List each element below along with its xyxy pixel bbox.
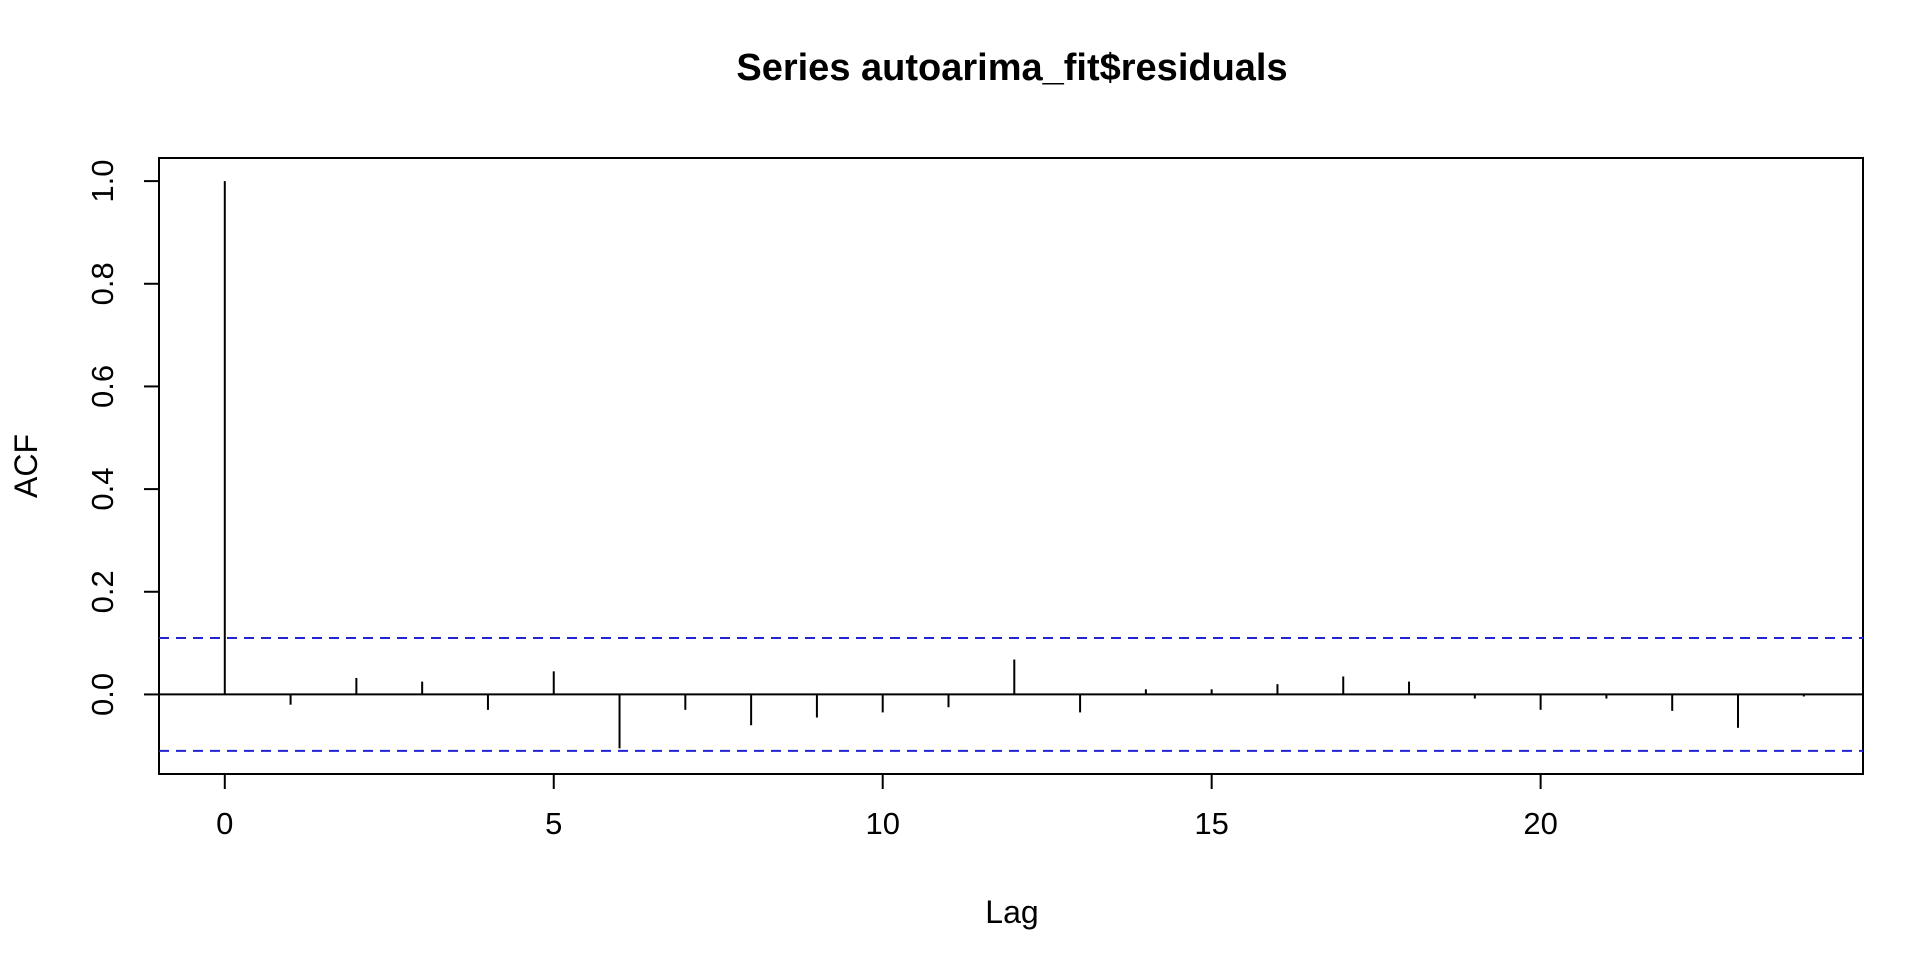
x-axis-label: Lag	[985, 894, 1038, 930]
x-tick-label: 0	[216, 806, 233, 841]
chart-title: Series autoarima_fit$residuals	[736, 47, 1287, 89]
y-tick-label: 1.0	[85, 160, 120, 203]
y-tick-label: 0.2	[85, 570, 120, 613]
confidence-lines	[159, 636, 1863, 752]
x-tick-label: 5	[545, 806, 562, 841]
x-tick-label: 15	[1194, 806, 1228, 841]
y-axis-label: ACF	[8, 434, 44, 498]
x-tick-label: 10	[865, 806, 899, 841]
y-tick-label: 0.0	[85, 673, 120, 716]
x-axis: 0 5 10 15 20	[216, 773, 1558, 841]
x-tick-label: 20	[1523, 806, 1557, 841]
plot-frame	[158, 157, 1864, 775]
y-axis: 0.0 0.2 0.4 0.6 0.8 1.0	[85, 160, 160, 716]
y-tick-label: 0.8	[85, 262, 120, 305]
acf-stems	[223, 181, 1805, 749]
y-tick-label: 0.6	[85, 365, 120, 408]
y-tick-label: 0.4	[85, 468, 120, 511]
